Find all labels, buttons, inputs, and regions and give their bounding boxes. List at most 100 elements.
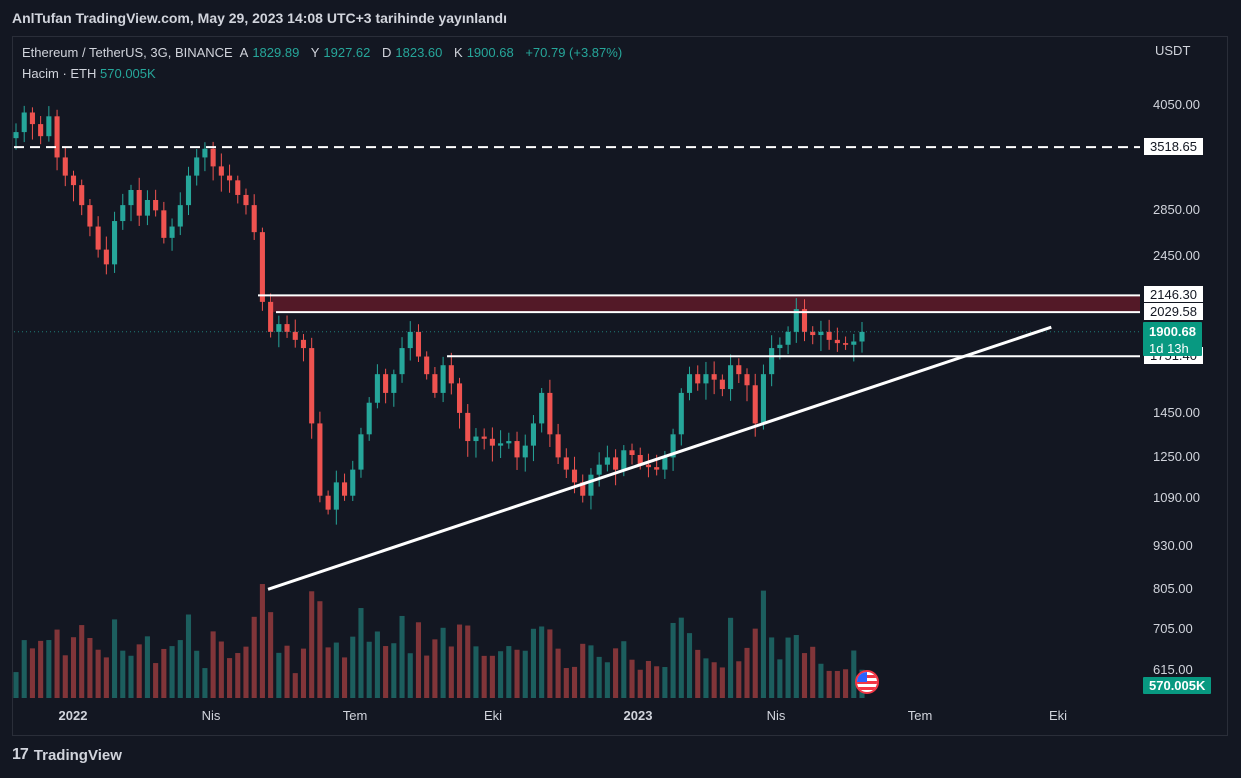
- candle: [826, 331, 832, 340]
- volume-bar: [13, 672, 19, 698]
- volume-bar: [514, 649, 520, 698]
- current-price-tag: 1900.68 1d 13h: [1143, 321, 1202, 356]
- candle: [588, 474, 594, 496]
- y-tick-label: 1450.00: [1153, 404, 1200, 420]
- y-tick-label: 2450.00: [1153, 247, 1200, 263]
- symbol-label: Ethereum / TetherUS, 3G, BINANCE: [22, 45, 233, 60]
- brand-name: TradingView: [33, 746, 122, 764]
- volume-bar: [243, 646, 249, 698]
- candle: [440, 365, 446, 393]
- candle: [112, 221, 118, 265]
- close-label: K: [454, 45, 463, 60]
- candle: [374, 374, 380, 403]
- volume-bar: [448, 646, 454, 698]
- volume-bar: [407, 653, 413, 698]
- y-tick-label: 615.00: [1153, 662, 1193, 677]
- volume-bar: [736, 661, 742, 698]
- candle: [711, 374, 717, 380]
- candle: [284, 324, 290, 332]
- y-tick-label: 705.00: [1153, 621, 1193, 637]
- volume-bar: [637, 669, 643, 698]
- volume-bar: [300, 648, 307, 698]
- volume-bar: [826, 670, 832, 698]
- volume-bar: [374, 631, 380, 698]
- volume-bar: [112, 619, 118, 698]
- volume-bar: [202, 668, 208, 698]
- volume-bar: [621, 641, 627, 698]
- current-volume-tag: 570.005K: [1143, 677, 1212, 694]
- volume-bar: [46, 640, 52, 698]
- candle: [243, 194, 249, 206]
- change-value: +70.79 (+3.87%): [525, 45, 623, 60]
- candle: [818, 331, 824, 336]
- candle: [366, 402, 372, 435]
- volume-bar: [120, 650, 126, 698]
- volume-bar: [760, 590, 766, 698]
- candle: [670, 434, 676, 458]
- x-tick-label: 2022: [58, 708, 88, 723]
- volume-bar: [465, 625, 471, 698]
- volume-bar: [38, 640, 44, 698]
- x-tick-label: Nis: [766, 708, 786, 723]
- volume-bar: [136, 644, 142, 698]
- volume-bar: [818, 663, 824, 698]
- candle: [760, 374, 766, 424]
- candle: [292, 331, 298, 340]
- candle: [38, 124, 44, 137]
- candle: [391, 374, 397, 393]
- open-label: A: [239, 45, 249, 60]
- candle: [194, 157, 200, 176]
- volume-bar: [695, 649, 701, 698]
- candle: [70, 175, 77, 186]
- candle: [235, 180, 241, 195]
- candle: [407, 331, 413, 349]
- candle: [251, 205, 257, 233]
- volume-bar: [218, 641, 224, 698]
- volume-bar: [506, 646, 512, 698]
- volume-bar: [662, 667, 668, 698]
- volume-bar: [79, 625, 85, 698]
- candle: [29, 112, 35, 125]
- volume-bar: [70, 637, 77, 698]
- volume-bar: [711, 662, 717, 698]
- y-tick-label: 2850.00: [1153, 202, 1200, 218]
- candle: [752, 385, 758, 424]
- us-flag-icon[interactable]: [855, 670, 879, 694]
- y-tick-label: 4050.00: [1153, 97, 1200, 112]
- candle: [210, 148, 216, 167]
- x-tick-label: 2023: [623, 708, 653, 723]
- current-price-value: 1900.68: [1149, 323, 1196, 339]
- volume-bar: [670, 622, 676, 698]
- candle: [325, 495, 331, 510]
- volume-bar: [744, 647, 750, 698]
- volume-bar: [366, 641, 372, 698]
- volume-bar: [596, 656, 602, 698]
- volume-bar: [473, 646, 479, 698]
- candle: [514, 441, 520, 458]
- volume-bar: [563, 668, 569, 698]
- volume-value: 570.005K: [100, 66, 156, 81]
- volume-bar: [194, 650, 200, 698]
- candle: [383, 374, 389, 393]
- candle: [259, 232, 265, 302]
- candle: [654, 467, 660, 470]
- candle: [728, 365, 734, 390]
- volume-bar: [555, 648, 561, 698]
- volume-bar: [719, 667, 725, 698]
- volume-bar: [547, 629, 553, 698]
- footer-brand[interactable]: 17 TradingView: [12, 746, 122, 764]
- candle: [21, 112, 27, 133]
- candle: [13, 132, 19, 139]
- candle: [448, 365, 454, 384]
- chart-legend: Ethereum / TetherUS, 3G, BINANCE A 1829.8…: [22, 45, 630, 60]
- candle: [604, 457, 610, 465]
- candle: [120, 205, 126, 222]
- candle: [95, 226, 101, 250]
- volume-bar: [440, 627, 446, 698]
- candle: [268, 301, 274, 332]
- volume-bar: [317, 601, 323, 698]
- volume-bar: [432, 639, 438, 698]
- y-axis-unit: USDT: [1155, 43, 1191, 58]
- volume-bar: [769, 637, 775, 698]
